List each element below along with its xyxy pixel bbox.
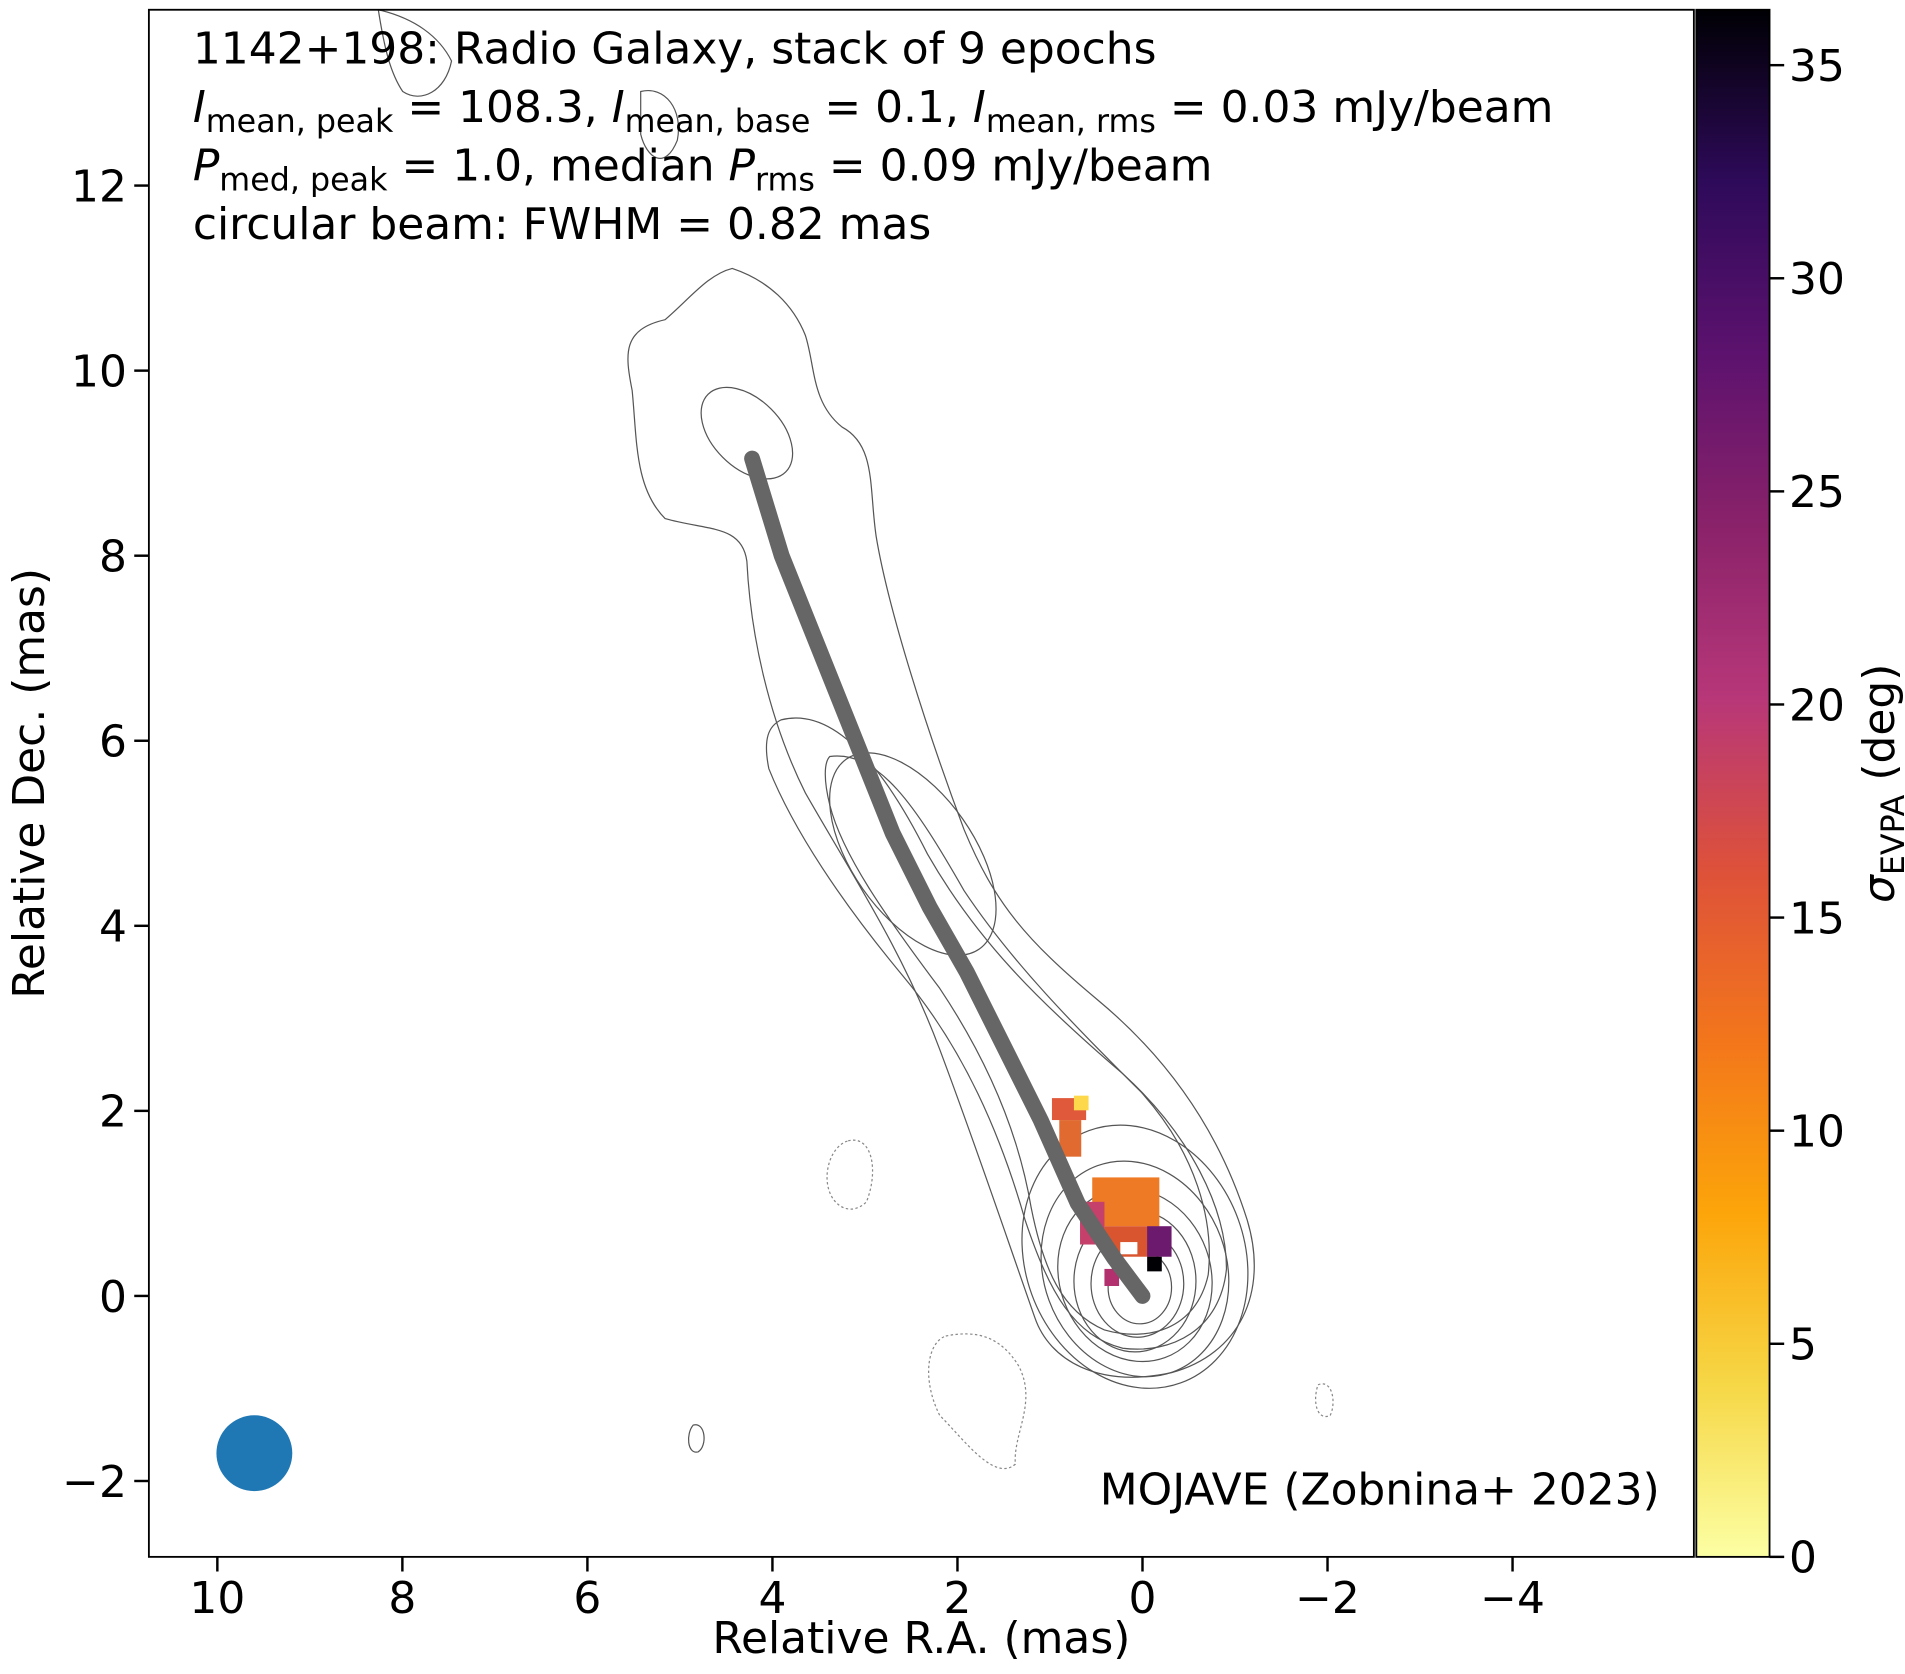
annotation-sub: mean, rms (986, 104, 1156, 140)
x-axis-label: Relative R.A. (mas) (712, 1613, 1130, 1664)
y-tick-label: 6 (99, 717, 127, 768)
ridge-line (744, 450, 1151, 1304)
annotation: 1142+198: Radio Galaxy, stack of 9 epoch… (193, 23, 1554, 250)
plot-frame (147, 8, 1695, 1558)
annotation-line: Imean, peak = 108.3, Imean, base = 0.1, … (193, 82, 1554, 140)
negative-contour (928, 1333, 1027, 1470)
negative-contour (826, 1139, 874, 1210)
annotation-italic: P (729, 141, 756, 192)
contour (1040, 1160, 1230, 1378)
y-tick-label: 0 (99, 1272, 127, 1323)
colorbar-tick-label: 0 (1789, 1533, 1817, 1584)
pixel (1104, 1268, 1120, 1287)
x-tick-label: −4 (1480, 1573, 1545, 1624)
x-tick-label: 8 (388, 1573, 416, 1624)
contour (687, 1424, 705, 1453)
contour (829, 752, 997, 956)
pixel (1059, 1120, 1082, 1157)
negative-contour (1315, 1383, 1334, 1418)
contour (377, 9, 680, 159)
colorbar-label: σEVPA (deg) (1854, 664, 1905, 903)
annotation-sub: med, peak (219, 162, 388, 198)
y-tick-label: 4 (99, 902, 127, 953)
y-axis-label: Relative Dec. (mas) (4, 568, 55, 999)
annotation-sub: mean, peak (206, 104, 394, 140)
colorbar-label-unit: (deg) (1854, 664, 1905, 795)
beam (216, 1415, 293, 1492)
annotation-sub: rms (755, 162, 815, 198)
colorbar (1696, 9, 1770, 1557)
colorbar-tick-label: 35 (1789, 41, 1845, 92)
colorbar-tick-label: 25 (1789, 467, 1845, 518)
pixel (1147, 1256, 1162, 1272)
pixel (1147, 1226, 1172, 1257)
colorbar-tick-label: 30 (1789, 254, 1845, 305)
x-tick-label: 6 (573, 1573, 601, 1624)
annotation-line: 1142+198: Radio Galaxy, stack of 9 epoch… (193, 23, 1157, 74)
y-tick-label: 12 (71, 161, 127, 212)
annotation-text: = 0.09 mJy/beam (815, 141, 1213, 192)
annotation-italic: I (193, 82, 206, 133)
colorbar-frame (1695, 8, 1771, 1558)
annotation-text: = 0.03 mJy/beam (1156, 82, 1554, 133)
y-tick-label: 2 (99, 1087, 127, 1138)
x-tick-label: 2 (943, 1573, 971, 1624)
colorbar-tick-label: 10 (1789, 1107, 1845, 1158)
colorbar-label-sub: EVPA (1876, 794, 1905, 875)
annotation-text: = 108.3, (393, 82, 611, 133)
annotation-sub: mean, base (625, 104, 811, 140)
credit: MOJAVE (Zobnina+ 2023) (1100, 1464, 1660, 1515)
colorbar-tick-label: 15 (1789, 893, 1845, 944)
annotation-text: circular beam: FWHM = 0.82 mas (193, 199, 931, 250)
contour (700, 386, 794, 480)
x-tick-label: 10 (189, 1573, 245, 1624)
pixel (1120, 1242, 1138, 1255)
annotation-text: = 0.1, (810, 82, 972, 133)
contour (1021, 1124, 1249, 1389)
contour (627, 267, 1255, 1378)
annotation-line: Pmed, peak = 1.0, median Prms = 0.09 mJy… (193, 141, 1213, 199)
x-tick-label: 0 (1129, 1573, 1157, 1624)
annotation-italic: I (973, 82, 986, 133)
annotation-text: 1142+198: Radio Galaxy, stack of 9 epoch… (193, 23, 1157, 74)
colorbar-tick-label: 5 (1789, 1320, 1817, 1371)
x-tick-label: 4 (758, 1573, 786, 1624)
y-tick-label: 8 (99, 532, 127, 583)
y-tick-label: 10 (71, 346, 127, 397)
pixel (1073, 1095, 1089, 1111)
annotation-text: = 1.0, median (387, 141, 728, 192)
annotation-italic: P (193, 141, 220, 192)
annotation-line: circular beam: FWHM = 0.82 mas (193, 199, 931, 250)
colorbar-label-symbol: σ (1854, 874, 1905, 903)
colorbar-tick-label: 20 (1789, 680, 1845, 731)
x-tick-label: −2 (1295, 1573, 1360, 1624)
annotation-italic: I (612, 82, 625, 133)
y-tick-label: −2 (62, 1457, 127, 1508)
